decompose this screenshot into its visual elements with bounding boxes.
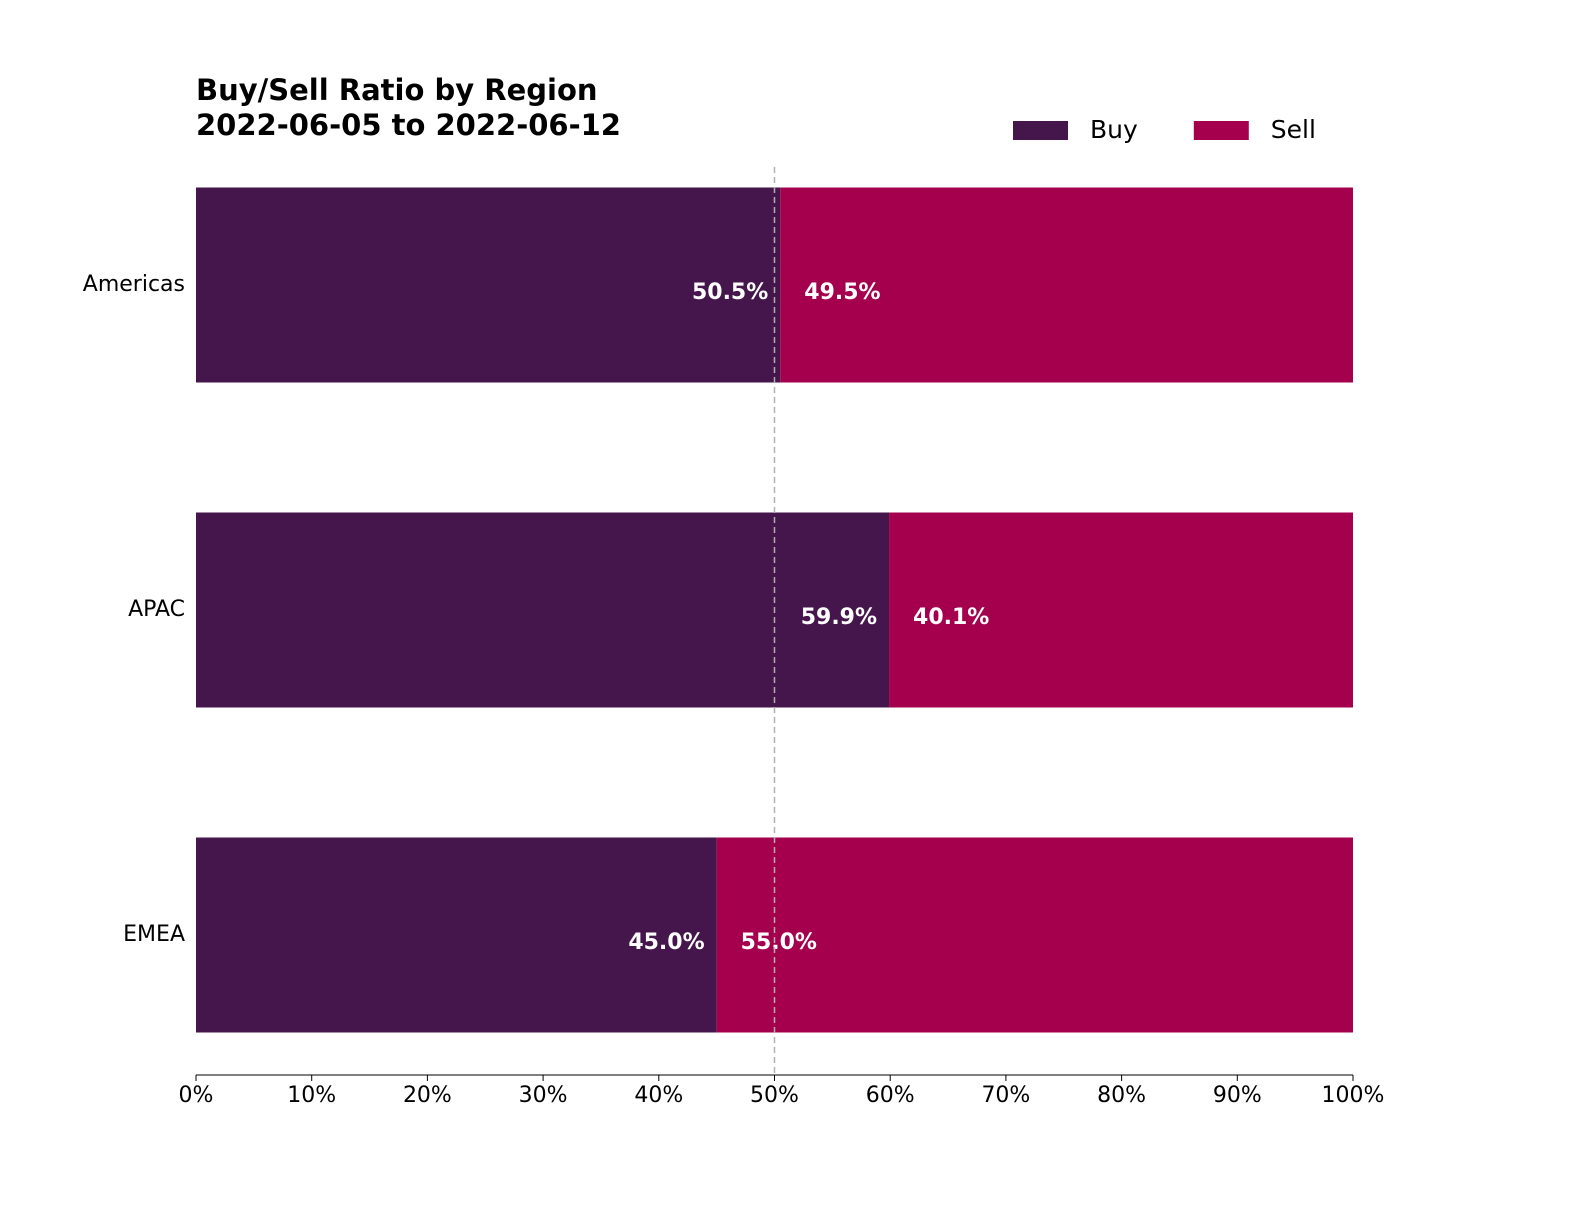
x-tick-label: 80% [1097, 1083, 1146, 1108]
x-tick-label: 100% [1322, 1083, 1385, 1108]
chart-subtitle: 2022-06-05 to 2022-06-12 [196, 108, 621, 142]
bar-segment [196, 837, 717, 1033]
x-tick-label: 30% [519, 1083, 568, 1108]
x-tick-label: 20% [403, 1083, 452, 1108]
y-tick-label: EMEA [123, 922, 185, 947]
x-tick-label: 10% [287, 1083, 336, 1108]
bar-segment [716, 837, 1353, 1033]
legend-label: Sell [1271, 115, 1316, 144]
x-tick-label: 50% [750, 1083, 799, 1108]
value-label: 45.0% [628, 930, 704, 955]
legend-swatch [1013, 121, 1068, 140]
bar-segment [780, 187, 1353, 383]
y-tick-label: Americas [83, 272, 185, 297]
chart-title: Buy/Sell Ratio by Region [196, 73, 598, 107]
legend-swatch [1193, 121, 1249, 140]
x-tick-label: 60% [866, 1083, 915, 1108]
value-label: 49.5% [804, 280, 880, 305]
bar-segment [889, 512, 1353, 708]
legend-label: Buy [1090, 115, 1138, 144]
value-label: 50.5% [692, 280, 768, 305]
value-label: 55.0% [741, 930, 817, 955]
x-tick-label: 70% [981, 1083, 1030, 1108]
x-tick-label: 0% [179, 1083, 214, 1108]
bar-segment [196, 187, 781, 383]
value-label: 40.1% [913, 605, 989, 630]
y-tick-label: APAC [128, 597, 185, 622]
x-tick-label: 90% [1213, 1083, 1262, 1108]
value-label: 59.9% [801, 605, 877, 630]
bar-segment [196, 512, 890, 708]
x-tick-label: 40% [634, 1083, 683, 1108]
